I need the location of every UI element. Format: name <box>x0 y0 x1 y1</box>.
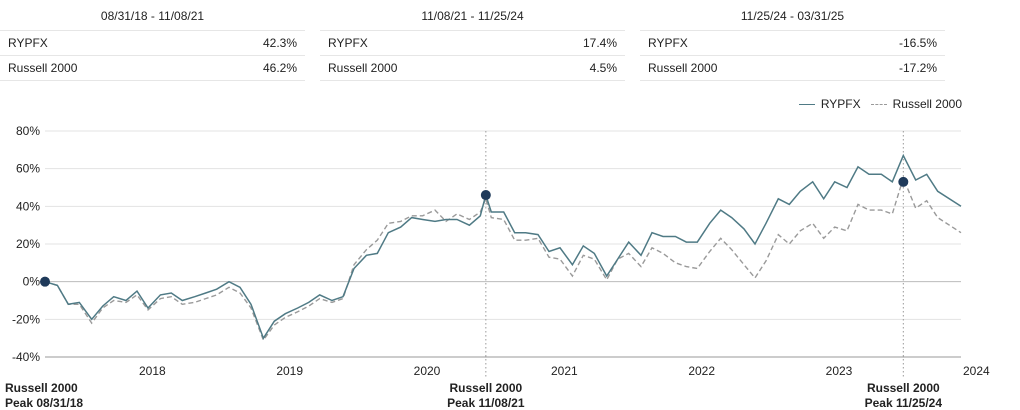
peak-marker <box>40 276 50 287</box>
x-tick-label: 2023 <box>826 364 853 378</box>
legend-label-russell: Russell 2000 <box>892 97 962 111</box>
x-tick-label: 2020 <box>414 364 441 378</box>
period-returns-table: 08/31/18 - 11/08/21 RYPFX 42.3% Russell … <box>0 0 1020 81</box>
fund-return: -16.5% <box>898 36 937 50</box>
annotation-label: Peak 08/31/18 <box>5 396 83 410</box>
annotation-label: Peak 11/08/21 <box>447 396 525 410</box>
period-1: 08/31/18 - 11/08/21 RYPFX 42.3% Russell … <box>0 0 305 81</box>
series-line-rypfx <box>44 153 962 340</box>
y-tick-label: 80% <box>16 124 40 138</box>
fund-name: RYPFX <box>328 36 368 50</box>
peak-marker <box>480 190 491 201</box>
period-row: Russell 2000 4.5% <box>320 55 625 80</box>
period-2: 11/08/21 - 11/25/24 RYPFX 17.4% Russell … <box>320 0 625 81</box>
chart-legend: RYPFX Russell 2000 <box>798 97 962 111</box>
index-name: Russell 2000 <box>648 61 718 75</box>
period-range: 08/31/18 - 11/08/21 <box>100 9 205 23</box>
index-return: -17.2% <box>898 61 937 75</box>
legend-swatch-rypfx <box>798 103 815 105</box>
index-return: 46.2% <box>262 61 297 75</box>
period-row: RYPFX -16.5% <box>640 30 945 55</box>
fund-return: 17.4% <box>582 36 617 50</box>
legend-swatch-russell <box>870 103 887 105</box>
y-tick-label: 20% <box>16 237 40 251</box>
y-tick-label: 40% <box>16 199 40 213</box>
y-tick-label: 60% <box>16 162 40 176</box>
period-range: 11/25/24 - 03/31/25 <box>740 9 845 23</box>
legend-label-rypfx: RYPFX <box>820 97 861 111</box>
index-name: Russell 2000 <box>328 61 398 75</box>
period-range: 11/08/21 - 11/25/24 <box>421 9 524 23</box>
fund-return: 42.3% <box>262 36 297 50</box>
peak-marker <box>898 176 909 187</box>
divider <box>320 80 625 81</box>
series-line-russell-2000 <box>44 176 962 342</box>
fund-name: RYPFX <box>8 36 48 50</box>
x-tick-label: 2021 <box>551 364 578 378</box>
annotation-label: Russell 2000 <box>867 381 940 395</box>
period-row: RYPFX 17.4% <box>320 30 625 55</box>
y-tick-label: 0% <box>23 275 41 289</box>
annotation-label: Russell 2000 <box>5 381 78 395</box>
x-tick-label: 2019 <box>276 364 303 378</box>
index-return: 4.5% <box>589 61 617 75</box>
period-row: RYPFX 42.3% <box>0 30 305 55</box>
period-row: Russell 2000 46.2% <box>0 55 305 80</box>
fund-name: RYPFX <box>648 36 688 50</box>
x-tick-label: 2024 <box>963 364 990 378</box>
divider <box>0 80 305 81</box>
x-tick-label: 2018 <box>139 364 166 378</box>
y-tick-label: -40% <box>12 350 40 364</box>
divider <box>640 80 945 81</box>
x-tick-label: 2022 <box>688 364 715 378</box>
y-tick-label: -20% <box>12 312 40 326</box>
period-3: 11/25/24 - 03/31/25 RYPFX -16.5% Russell… <box>640 0 945 81</box>
period-row: Russell 2000 -17.2% <box>640 55 945 80</box>
annotation-label: Peak 11/25/24 <box>865 396 943 410</box>
index-name: Russell 2000 <box>8 61 78 75</box>
annotation-label: Russell 2000 <box>449 381 522 395</box>
